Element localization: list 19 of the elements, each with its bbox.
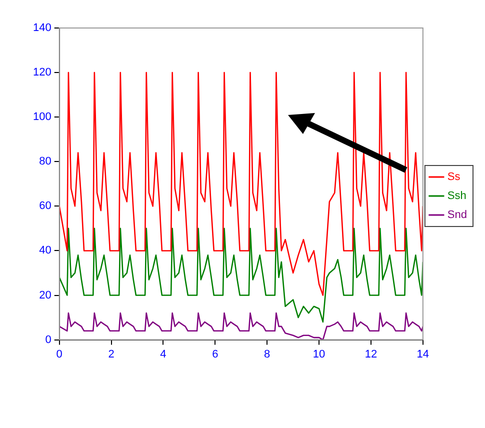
x-tick-label: 8 xyxy=(264,348,270,360)
y-tick-label: 100 xyxy=(32,111,52,124)
x-tick-label: 14 xyxy=(416,348,430,360)
x-tick-label: 0 xyxy=(56,348,62,360)
y-tick-label: 120 xyxy=(32,66,52,79)
legend-label: Snd xyxy=(447,209,468,222)
x-tick-label: 10 xyxy=(312,348,326,360)
x-tick-label: 4 xyxy=(160,348,166,360)
y-tick-label: 80 xyxy=(39,156,52,168)
x-tick-label: 2 xyxy=(108,348,114,360)
y-tick-label: 0 xyxy=(45,334,52,346)
legend-label: Ssh xyxy=(447,190,466,202)
y-tick-label: 140 xyxy=(32,22,52,34)
y-tick-label: 20 xyxy=(39,289,52,302)
y-tick-label: 60 xyxy=(39,200,52,212)
x-tick-label: 12 xyxy=(364,348,378,360)
x-tick-label: 6 xyxy=(212,348,218,360)
y-tick-label: 40 xyxy=(39,244,52,257)
legend-label: Ss xyxy=(447,171,461,184)
